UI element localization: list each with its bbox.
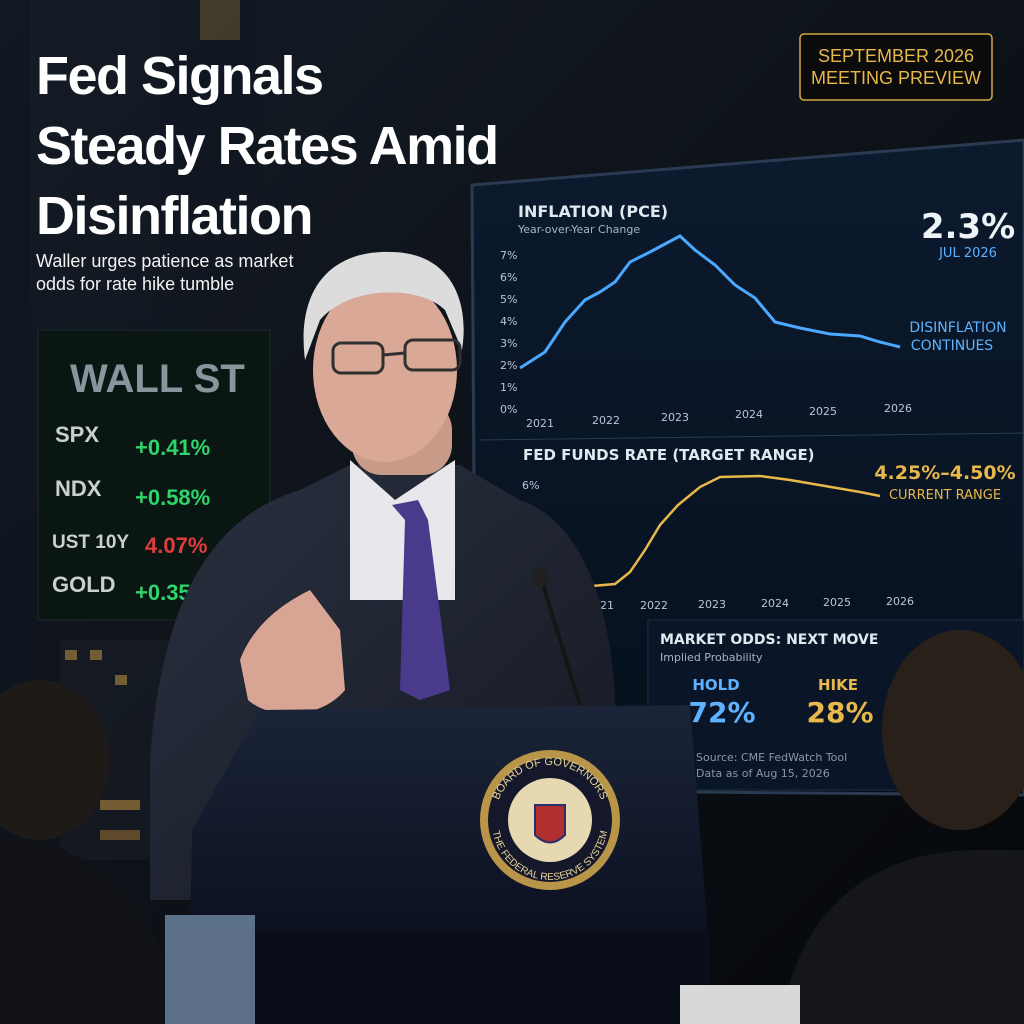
x-tick-label: 2023	[661, 411, 689, 424]
subtitle-box: Waller urges patience as market odds for…	[36, 251, 294, 294]
inflation-title: INFLATION (PCE)	[518, 202, 668, 221]
headline-line: Fed Signals	[36, 46, 323, 106]
y-tick-label: 1%	[500, 381, 517, 394]
badge-frame	[799, 33, 993, 101]
x-tick-label: 2025	[809, 405, 837, 418]
tie	[392, 500, 450, 700]
odds-source: Source: CME FedWatch Tool	[696, 751, 847, 764]
subtitle: Waller urges patience as market odds for…	[36, 251, 294, 294]
x-tick-label: 2026	[886, 595, 914, 608]
y-tick-label: 5%	[500, 293, 517, 306]
y-tick-label: 3%	[500, 337, 517, 350]
fed-funds-value: 4.25%–4.50%	[874, 462, 1015, 484]
hand	[240, 590, 345, 714]
ticker-change: +0.41%	[135, 435, 210, 460]
y-tick-label: 7%	[500, 249, 517, 262]
x-tick-label: 2026	[884, 402, 912, 415]
podium: BOARD OF GOVERNORS THE FEDERAL RESERVE S…	[190, 705, 710, 1024]
ticker-title: WALL ST	[70, 357, 245, 401]
ticker-symbol: UST 10Y	[52, 532, 129, 553]
divider	[479, 432, 1024, 441]
headline-line: Disinflation	[36, 186, 312, 246]
podium-top	[190, 705, 708, 940]
odds-value: 72%	[688, 696, 755, 729]
inflation-value: 2.3%	[921, 207, 1015, 247]
odds-title: MARKET ODDS: NEXT MOVE	[660, 632, 878, 648]
badge-line: SEPTEMBER 2026	[818, 46, 974, 66]
fed-funds-line	[591, 474, 881, 588]
ticker-symbol: SPX	[55, 422, 99, 447]
odds-label: HOLD	[692, 676, 739, 694]
laptop	[165, 915, 255, 1024]
microphone	[538, 574, 582, 706]
inflation-line	[519, 234, 901, 370]
ticker-change: +0.58%	[135, 485, 210, 510]
badge-line: MEETING PREVIEW	[811, 68, 981, 88]
x-tick-label: 2022	[592, 414, 620, 427]
audience-head	[882, 630, 1024, 830]
badge: SEPTEMBER 2026 MEETING PREVIEW	[799, 33, 993, 101]
odds-subtitle: Implied Probability	[660, 651, 763, 664]
mic-head	[532, 567, 548, 587]
hair	[303, 251, 464, 360]
inflation-date: JUL 2026	[938, 246, 997, 261]
notepad	[680, 985, 800, 1024]
inflation-note: CONTINUES	[911, 338, 994, 354]
ticker-change: 4.07%	[145, 533, 207, 558]
inflation-subtitle: Year-over-Year Change	[517, 223, 640, 236]
odds-value: 28%	[806, 696, 873, 729]
glasses	[331, 338, 462, 375]
fed-funds-title: FED FUNDS RATE (TARGET RANGE)	[523, 446, 815, 464]
audience-head	[0, 680, 110, 840]
x-tick-label: 2024	[761, 597, 789, 610]
x-tick-label: 2022	[640, 599, 668, 612]
y-tick-label: 6%	[500, 271, 517, 284]
y-tick-label: 6%	[522, 479, 539, 492]
audience-body	[780, 850, 1024, 1024]
y-tick-label: 2%	[500, 359, 517, 372]
ticker-symbol: GOLD	[52, 572, 116, 597]
fed-funds-note: CURRENT RANGE	[889, 488, 1001, 503]
podium-base	[190, 930, 710, 1024]
headline-line: Steady Rates Amid	[36, 116, 498, 176]
seal-shield	[534, 804, 566, 844]
audience-body	[0, 838, 190, 1024]
inflation-note: DISINFLATION	[909, 320, 1006, 336]
ticker-symbol: NDX	[55, 476, 102, 501]
x-tick-label: 2021	[526, 417, 554, 430]
y-tick-label: 0%	[500, 403, 517, 416]
x-tick-label: 2023	[698, 598, 726, 611]
odds-date: Data as of Aug 15, 2026	[696, 767, 830, 780]
odds-label: HIKE	[818, 676, 858, 694]
audience	[0, 630, 1024, 1024]
x-tick-label: 2025	[823, 596, 851, 609]
y-tick-label: 4%	[500, 315, 517, 328]
face	[313, 278, 457, 462]
headline: Fed Signals Steady Rates Amid Disinflati…	[36, 46, 499, 246]
x-tick-label: 2024	[735, 408, 763, 421]
